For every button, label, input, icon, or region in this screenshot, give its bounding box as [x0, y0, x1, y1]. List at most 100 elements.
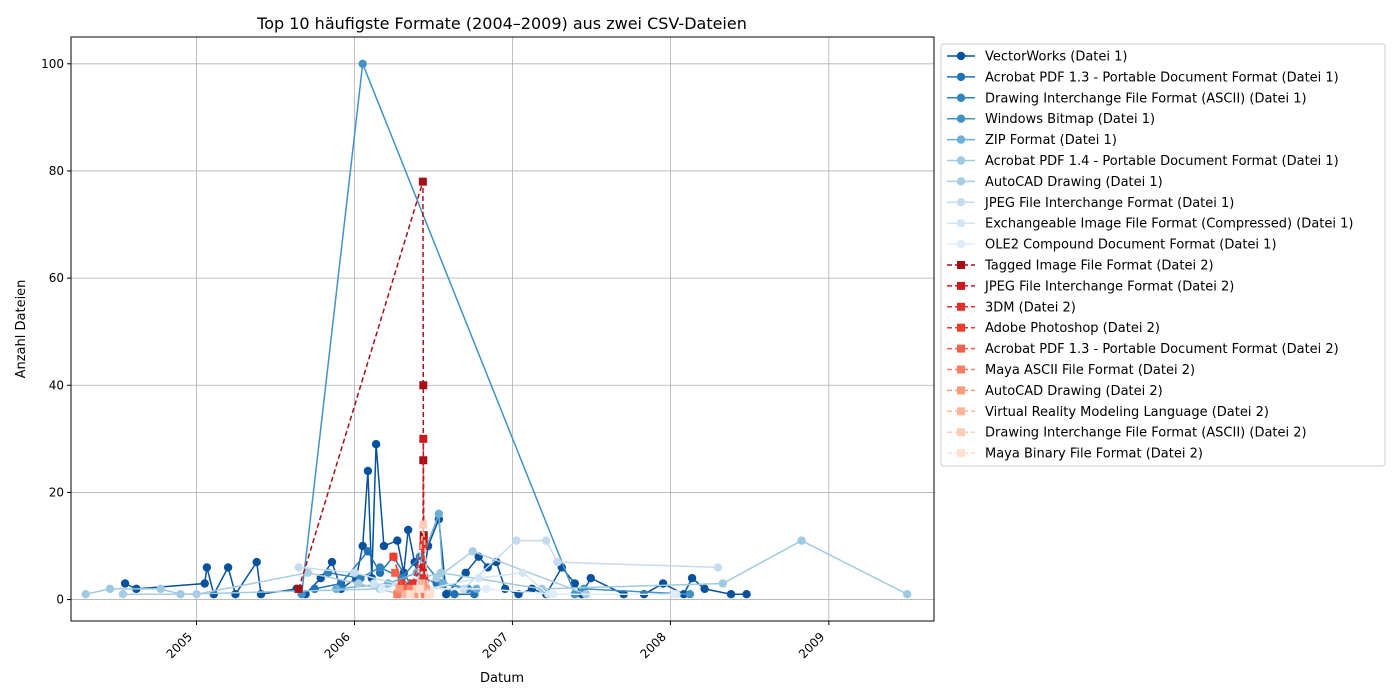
legend-label: JPEG File Interchange Format (Datei 1) — [984, 196, 1234, 211]
legend-marker — [956, 51, 966, 61]
legend-entry: 3DM (Datei 2) — [947, 300, 1076, 315]
data-point — [202, 563, 212, 572]
data-point — [468, 547, 477, 556]
data-point — [332, 584, 341, 594]
data-point — [518, 568, 528, 577]
data-point — [327, 557, 337, 567]
series-19 — [406, 584, 435, 599]
legend: VectorWorks (Datei 1) Acrobat PDF 1.3 - P… — [940, 43, 1386, 467]
legend-marker — [957, 365, 965, 374]
legend-entry: Acrobat PDF 1.3 - Portable Document Form… — [947, 342, 1339, 357]
data-point — [393, 536, 402, 545]
data-point — [395, 584, 404, 593]
data-point — [294, 563, 303, 572]
data-point — [512, 536, 521, 545]
data-point — [713, 563, 723, 572]
legend-label: Tagged Image File Format (Datei 2) — [984, 259, 1214, 274]
x-tick-label: 2009 — [796, 630, 827, 661]
data-point — [354, 579, 363, 588]
legend-label: Drawing Interchange File Format (ASCII) … — [985, 91, 1307, 106]
data-point — [200, 579, 209, 588]
legend-label: OLE2 Compound Document Format (Datei 1) — [985, 238, 1277, 253]
data-point — [450, 590, 459, 599]
data-point — [421, 584, 430, 593]
legend-label: Adobe Photoshop (Datei 2) — [985, 321, 1160, 336]
data-point — [389, 552, 398, 561]
series-3 — [297, 59, 695, 599]
legend-label: Windows Bitmap (Datei 1) — [985, 112, 1155, 127]
data-point — [670, 590, 679, 599]
data-point — [542, 536, 551, 545]
data-point — [375, 563, 385, 572]
data-point — [426, 590, 435, 599]
data-point — [303, 568, 312, 577]
x-axis-label: Datum — [480, 671, 524, 686]
data-point — [363, 466, 373, 476]
data-point — [442, 590, 451, 599]
legend-entry: JPEG File Interchange Format (Datei 2) — [947, 279, 1234, 294]
data-point — [481, 584, 491, 594]
x-tick-label: 2007 — [480, 630, 511, 661]
data-point — [209, 590, 219, 599]
data-point — [548, 590, 558, 599]
legend-marker — [956, 72, 966, 82]
legend-label: Drawing Interchange File Format (ASCII) … — [985, 426, 1307, 441]
data-point — [379, 541, 389, 551]
legend-marker — [957, 344, 965, 353]
plot-area — [81, 59, 912, 599]
data-point — [350, 568, 359, 577]
data-point — [658, 579, 668, 588]
legend-marker — [956, 93, 966, 103]
x-tick-label: 2005 — [164, 630, 195, 661]
data-point — [586, 573, 595, 583]
legend-entry: Drawing Interchange File Format (ASCII) … — [947, 426, 1307, 441]
data-point — [474, 573, 483, 583]
data-point — [120, 579, 130, 588]
data-point — [726, 590, 736, 599]
y-tick-label: 40 — [49, 378, 64, 392]
data-point — [742, 590, 751, 599]
legend-entry: ZIP Format (Datei 1) — [947, 133, 1117, 148]
legend-marker — [957, 261, 965, 269]
data-point — [252, 557, 261, 567]
legend-marker — [956, 135, 966, 144]
data-point — [403, 525, 413, 535]
legend-entry: AutoCAD Drawing (Datei 1) — [947, 175, 1163, 190]
data-point — [570, 579, 579, 588]
legend-label: JPEG File Interchange Format (Datei 2) — [984, 279, 1234, 294]
data-point — [231, 590, 240, 599]
series-12 — [408, 541, 428, 588]
grid — [71, 37, 934, 621]
x-tick-label: 2008 — [638, 630, 669, 661]
legend-marker — [957, 281, 965, 290]
data-point — [417, 579, 426, 588]
legend-entry: VectorWorks (Datei 1) — [947, 50, 1127, 65]
legend-label: VectorWorks (Datei 1) — [985, 50, 1127, 65]
data-point — [399, 584, 408, 593]
y-tick-label: 80 — [49, 164, 64, 178]
y-tick-label: 60 — [49, 271, 64, 285]
legend-label: Maya Binary File Format (Datei 2) — [985, 447, 1203, 462]
data-point — [902, 590, 912, 599]
data-point — [434, 509, 444, 519]
data-point — [432, 573, 441, 583]
legend-label: Acrobat PDF 1.3 - Portable Document Form… — [985, 342, 1339, 357]
legend-marker — [956, 156, 966, 165]
data-point — [371, 439, 381, 449]
data-point — [687, 573, 697, 583]
data-point — [223, 563, 233, 572]
legend-entry: Acrobat PDF 1.4 - Portable Document Form… — [947, 154, 1339, 169]
y-tick-label: 100 — [41, 57, 64, 71]
data-point — [461, 568, 470, 577]
legend-label: AutoCAD Drawing (Datei 2) — [985, 384, 1163, 399]
data-point — [700, 584, 709, 594]
legend-entry: JPEG File Interchange Format (Datei 1) — [947, 196, 1234, 211]
data-point — [419, 381, 428, 390]
legend-label: Exchangeable Image File Format (Compress… — [985, 217, 1353, 232]
data-point — [553, 557, 562, 567]
x-axis: 2005 2006 2007 2008 2009 — [164, 621, 830, 661]
data-point — [363, 547, 373, 556]
legend-marker — [957, 386, 965, 395]
data-point — [336, 579, 346, 588]
